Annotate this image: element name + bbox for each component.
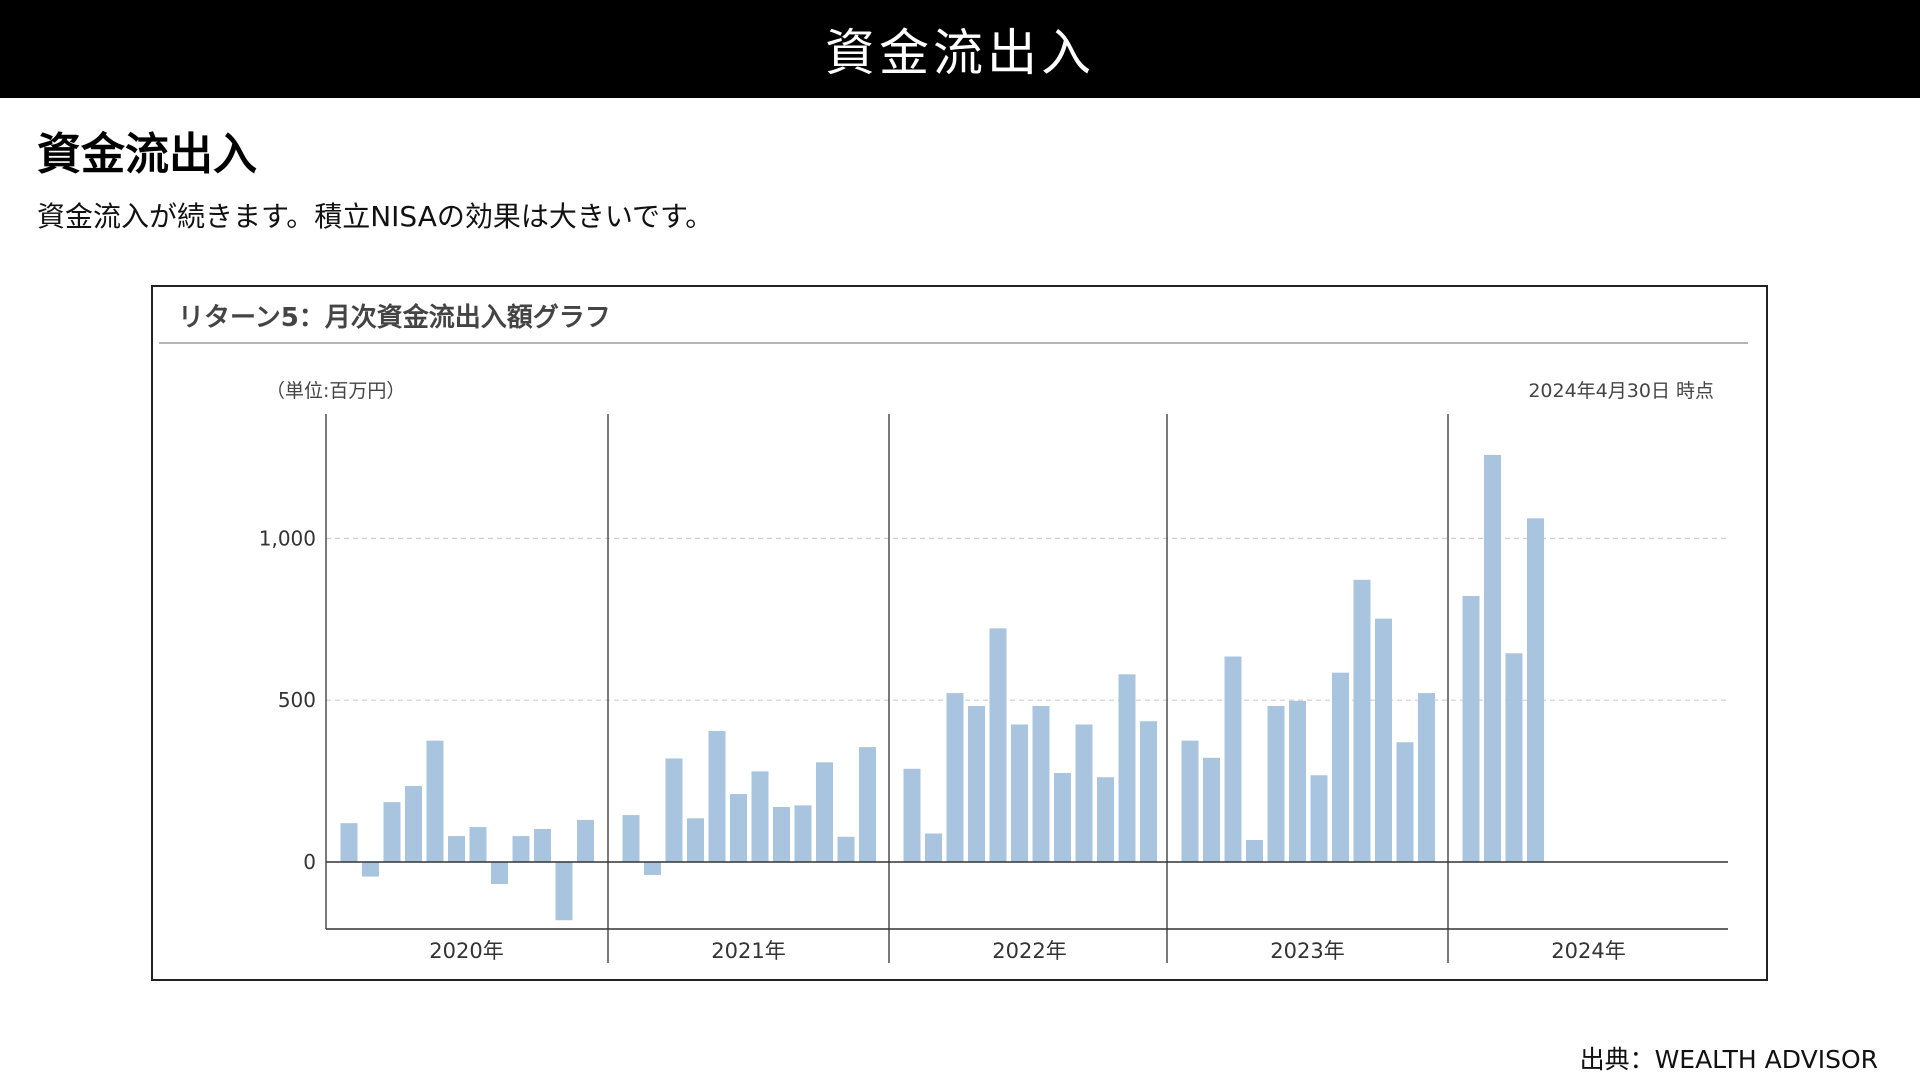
bar [1032, 706, 1050, 862]
bar [1054, 773, 1071, 862]
bar [1310, 775, 1328, 862]
bar [1484, 454, 1501, 862]
bar [1289, 700, 1306, 862]
bar [1505, 653, 1523, 862]
chart-title-divider [159, 342, 1748, 344]
unit-label: （単位:百万円） [266, 380, 406, 402]
x-category-label: 2024年 [1551, 939, 1625, 963]
bar [773, 806, 790, 862]
bar [903, 768, 921, 862]
bar [708, 730, 726, 862]
bar [491, 862, 508, 885]
bar [1075, 724, 1093, 862]
bar [925, 833, 942, 862]
bar [534, 828, 551, 862]
x-category-label: 2022年 [992, 939, 1066, 963]
y-tick-label: 500 [278, 688, 316, 712]
y-tick-label: 0 [303, 850, 316, 874]
bar [340, 823, 358, 862]
bar [1118, 674, 1136, 862]
bar [1418, 693, 1435, 862]
bar [1396, 742, 1414, 862]
bar [1224, 656, 1242, 862]
source-credit: 出典：WEALTH ADVISOR [1579, 1045, 1878, 1074]
header-title: 資金流出入 [825, 24, 1095, 82]
bar [622, 815, 640, 862]
chart-panel: リターン5：月次資金流出入額グラフ （単位:百万円） 2024年4月30日 時点… [151, 285, 1768, 981]
bar [665, 758, 683, 862]
bar [687, 818, 704, 862]
bar [794, 805, 812, 862]
bar [859, 747, 876, 862]
bar [1140, 721, 1157, 862]
bar [362, 862, 379, 877]
bar [989, 628, 1007, 862]
bar [448, 836, 465, 862]
bar [968, 706, 985, 862]
header-bar: 資金流出入 [0, 0, 1920, 98]
x-category-label: 2021年 [711, 939, 785, 963]
chart-title: リターン5：月次資金流出入額グラフ [178, 303, 611, 333]
bar [1353, 579, 1371, 862]
bar [644, 862, 661, 875]
bar [1375, 618, 1392, 862]
bar [405, 785, 422, 862]
section-body-text: 資金流入が続きます。積立NISAの効果は大きいです。 [37, 200, 714, 233]
bar [1462, 596, 1480, 862]
bar [1267, 706, 1285, 862]
bar [1332, 672, 1349, 862]
bar [1527, 518, 1544, 862]
bar [469, 827, 487, 862]
bar [730, 794, 747, 862]
x-category-label: 2023年 [1270, 939, 1344, 963]
bar [1181, 740, 1199, 862]
bar [837, 836, 855, 862]
section-heading: 資金流出入 [37, 129, 257, 180]
y-tick-label: 1,000 [259, 526, 316, 550]
bar [816, 762, 833, 862]
bar-chart: 1,000 500 0 2020年 2021年 2022年 2023年 2024年 [259, 414, 1728, 963]
bar [751, 771, 769, 862]
bar [383, 802, 401, 862]
bar [1203, 757, 1220, 862]
bar [577, 819, 594, 862]
x-category-label: 2020年 [429, 939, 503, 963]
bar [1011, 724, 1028, 862]
bar [946, 693, 964, 862]
as-of-date-label: 2024年4月30日 時点 [1528, 380, 1714, 402]
bar [1246, 839, 1263, 862]
bar [555, 862, 573, 921]
bar [1097, 777, 1114, 862]
bar [426, 740, 444, 862]
bar [512, 836, 530, 862]
